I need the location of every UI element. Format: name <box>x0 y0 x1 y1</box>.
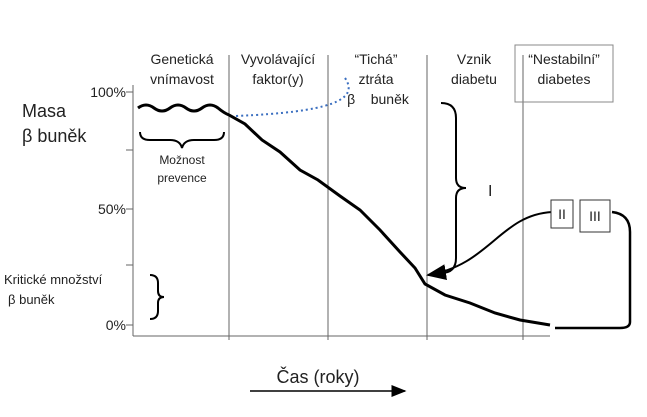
annotation: Možnost <box>159 153 205 167</box>
beta-cell-curve <box>137 103 551 327</box>
stage-label: III <box>589 208 601 224</box>
phase-label: “Tichá” <box>354 51 397 67</box>
phase-label: faktor(y) <box>252 71 303 87</box>
axes <box>126 55 550 340</box>
annotation: β buněk <box>8 292 55 307</box>
annotation: Kritické množství <box>4 272 103 287</box>
phase-box <box>514 44 614 103</box>
arrow <box>426 211 553 281</box>
phase-label: ztráta <box>358 71 393 87</box>
phase-label: diabetes <box>538 71 591 87</box>
phase-label: diabetu <box>451 71 497 87</box>
y-tick-label: 50% <box>98 201 126 217</box>
stage-box <box>579 199 611 233</box>
stage-box <box>550 199 574 229</box>
stage-label: I <box>488 183 492 200</box>
annotation: prevence <box>157 171 207 185</box>
phase-label: Genetická <box>150 51 213 67</box>
y-axis-title: Masa <box>22 101 67 121</box>
stage-label: II <box>558 206 566 222</box>
phase-label: “Nestabilní” <box>528 51 600 67</box>
trigger-link <box>235 77 350 117</box>
y-tick-label: 0% <box>106 317 126 333</box>
critical-brace <box>149 274 165 320</box>
phase-label: Vznik <box>457 51 492 67</box>
y-tick-label: 100% <box>90 84 126 100</box>
stage-brace <box>440 102 467 274</box>
bracket <box>555 210 632 330</box>
x-axis-title: Čas (roky) <box>276 366 359 387</box>
phase-label: Vyvolávající <box>241 51 315 67</box>
y-axis-title: β buněk <box>22 126 87 146</box>
phase-label: vnímavost <box>150 71 214 87</box>
phase-label: β buněk <box>347 91 410 107</box>
prevention-brace <box>139 131 225 149</box>
